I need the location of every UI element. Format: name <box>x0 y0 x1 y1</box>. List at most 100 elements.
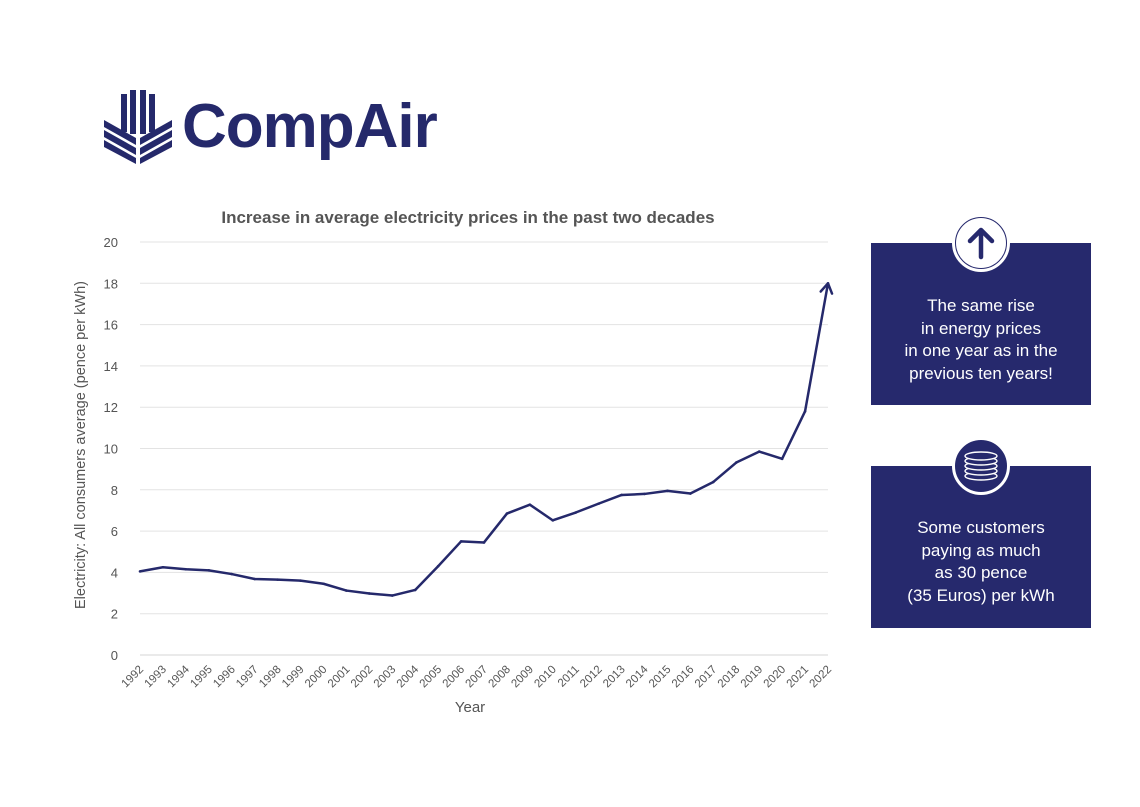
data-point <box>322 582 325 586</box>
data-point <box>207 569 211 572</box>
y-tick-label: 20 <box>104 235 118 250</box>
y-tick-label: 10 <box>104 442 118 457</box>
data-point <box>138 570 142 573</box>
x-tick-label: 2016 <box>670 664 697 691</box>
series-line-group <box>138 282 834 597</box>
x-tick-label: 1997 <box>234 664 261 691</box>
arrow-up-badge <box>952 214 1010 272</box>
x-tick-label: 2005 <box>418 664 445 691</box>
y-tick-label: 0 <box>111 648 118 663</box>
data-point <box>482 541 486 544</box>
y-axis-label: Electricity: All consumers average (penc… <box>73 281 89 609</box>
x-tick-label: 2010 <box>532 664 559 691</box>
data-point <box>666 489 669 493</box>
callout-customer-cost-text: Some customers paying as much as 30 penc… <box>871 517 1091 607</box>
y-tick-label: 4 <box>111 565 118 580</box>
data-point <box>345 589 348 592</box>
callout-line: as 30 pence <box>934 563 1028 582</box>
y-axis-ticks: 0 2 4 6 8 10 12 14 16 18 20 <box>104 235 118 663</box>
data-point <box>551 519 555 522</box>
arrowhead <box>819 282 834 295</box>
x-tick-label: 2001 <box>326 664 353 691</box>
x-tick-label: 2006 <box>441 664 468 691</box>
electricity-price-chart: Increase in average electricity prices i… <box>73 208 835 716</box>
y-tick-label: 6 <box>111 524 118 539</box>
x-tick-label: 2003 <box>372 664 399 691</box>
x-tick-label: 1995 <box>188 664 215 691</box>
callout-price-rise: The same rise in energy prices in one ye… <box>871 243 1091 405</box>
x-tick-label: 2015 <box>647 664 674 691</box>
brand-name: CompAir <box>182 92 438 161</box>
callout-line: in one year as in the <box>904 341 1058 360</box>
x-tick-label: 2008 <box>486 664 513 691</box>
data-point <box>390 594 394 597</box>
x-tick-label: 1994 <box>165 663 192 690</box>
data-point <box>574 511 578 514</box>
x-axis-ticks: 1992199319941995199619971998199920002001… <box>120 663 835 690</box>
x-tick-label: 2021 <box>785 664 812 691</box>
compair-logo-mark <box>104 90 172 164</box>
y-tick-label: 16 <box>104 318 118 333</box>
x-tick-label: 1998 <box>257 664 284 691</box>
x-tick-label: 2020 <box>762 664 789 691</box>
x-axis-label: Year <box>455 699 485 716</box>
x-tick-label: 1992 <box>120 664 147 691</box>
data-point <box>734 461 738 464</box>
x-tick-label: 2011 <box>556 664 582 690</box>
y-tick-label: 2 <box>111 607 118 622</box>
x-tick-label: 2013 <box>601 664 628 691</box>
series-line <box>139 283 830 597</box>
callout-line: Some customers <box>917 518 1045 537</box>
data-point <box>276 578 279 581</box>
compair-logo <box>104 90 172 164</box>
y-tick-label: 14 <box>104 359 118 374</box>
callout-line: (35 Euros) per kWh <box>907 585 1055 605</box>
x-tick-label: 2007 <box>464 664 491 691</box>
callout-line: paying as much <box>921 540 1041 560</box>
data-point <box>368 592 371 595</box>
data-point <box>184 568 188 571</box>
x-tick-label: 1993 <box>142 664 169 691</box>
y-tick-label: 18 <box>104 276 118 291</box>
data-point <box>528 503 532 506</box>
callout-price-rise-text: The same rise in energy prices in one ye… <box>871 295 1091 385</box>
data-point <box>689 492 692 495</box>
data-point <box>436 564 440 568</box>
callout-line: in energy prices <box>920 318 1041 338</box>
data-point <box>757 450 761 453</box>
chart-title: Increase in average electricity prices i… <box>221 208 714 227</box>
x-tick-label: 2018 <box>716 664 743 691</box>
gridlines <box>140 241 828 656</box>
coins-badge <box>952 437 1010 495</box>
data-point <box>712 480 715 484</box>
data-point <box>413 588 417 592</box>
data-point <box>459 540 463 543</box>
callout-line: The same rise <box>927 296 1035 315</box>
data-point <box>643 492 646 496</box>
data-point <box>299 579 302 582</box>
data-point <box>253 577 256 581</box>
x-tick-label: 2000 <box>303 664 330 691</box>
x-tick-label: 2014 <box>624 663 651 690</box>
data-point <box>505 512 509 515</box>
data-point <box>597 502 600 505</box>
x-tick-label: 2009 <box>509 664 536 691</box>
x-tick-label: 2019 <box>739 664 766 691</box>
y-tick-label: 12 <box>104 400 118 415</box>
data-point <box>230 572 234 576</box>
callout-line: previous ten years! <box>909 363 1053 383</box>
data-point <box>780 457 784 461</box>
data-point <box>803 410 807 413</box>
x-tick-label: 2022 <box>808 664 835 691</box>
data-point <box>161 565 165 569</box>
coins-icon <box>964 451 998 481</box>
arrow-up-icon <box>956 218 1006 268</box>
x-tick-label: 1996 <box>211 664 238 691</box>
x-tick-label: 1999 <box>280 664 307 691</box>
x-tick-label: 2004 <box>395 663 422 690</box>
x-tick-label: 2002 <box>349 664 376 691</box>
data-point <box>620 493 623 497</box>
x-tick-label: 2017 <box>693 664 720 691</box>
x-tick-label: 2012 <box>578 664 605 691</box>
y-tick-label: 8 <box>111 483 118 498</box>
